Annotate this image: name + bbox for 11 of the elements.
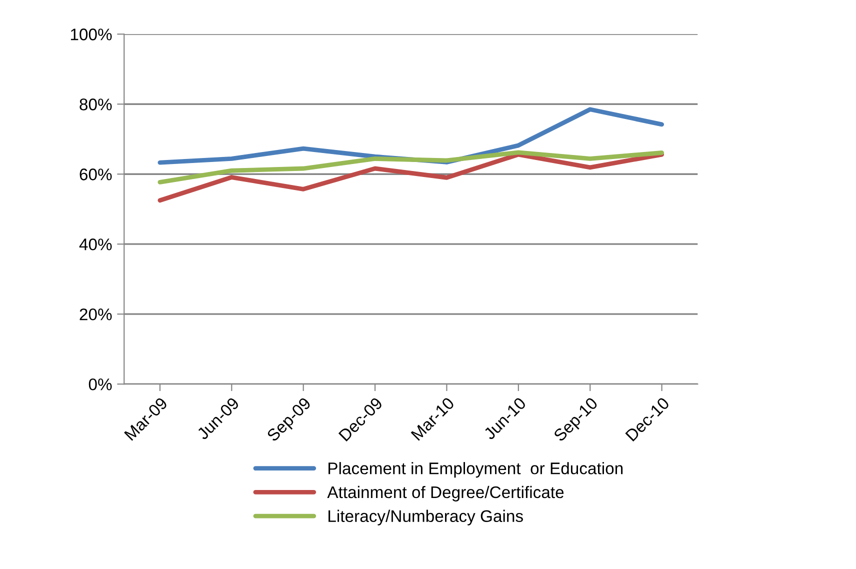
line-series (158, 152, 664, 203)
y-tick-label: 100% (70, 28, 112, 40)
legend-label: Placement in Employment or Education (328, 462, 623, 478)
y-tick-label: 60% (80, 168, 112, 180)
legend-label: Attainment of Degree/Certificate (327, 486, 564, 502)
y-tick-label: 80% (80, 98, 112, 110)
legend-label: Literacy/Numberacy Gains (328, 510, 523, 526)
y-tick-label: 40% (79, 238, 112, 250)
line-series (158, 150, 664, 184)
y-tick-label: 0% (88, 378, 112, 390)
y-tick-label: 20% (80, 308, 112, 320)
